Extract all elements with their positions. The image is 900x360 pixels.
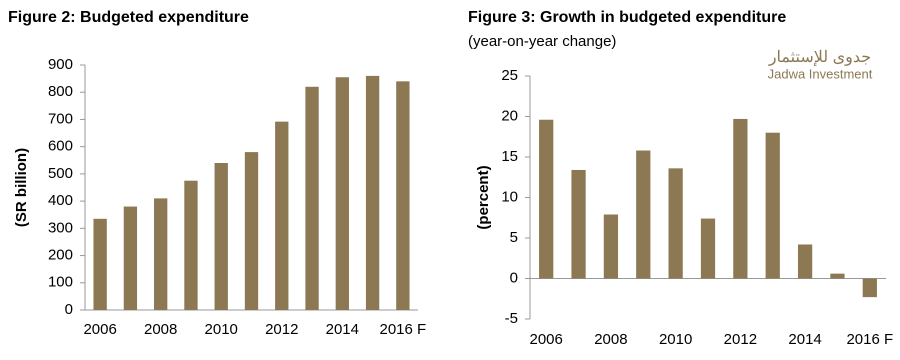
bar xyxy=(93,218,107,310)
bar xyxy=(305,86,319,311)
bar xyxy=(700,218,716,279)
y-tick-label: 0 xyxy=(65,301,73,318)
y-tick-label: 900 xyxy=(48,56,73,73)
bar xyxy=(862,278,877,298)
bar xyxy=(214,163,228,310)
bar xyxy=(733,118,748,279)
y-tick-label: 10 xyxy=(501,188,518,205)
logo-arabic: جدوى للإستثمار xyxy=(768,49,871,66)
bar xyxy=(365,75,380,310)
y-tick-label: 800 xyxy=(48,83,73,100)
bar xyxy=(123,206,138,310)
bar xyxy=(275,121,289,310)
bar xyxy=(797,244,813,279)
bar xyxy=(396,81,410,310)
y-tick-label: 600 xyxy=(48,138,73,155)
chart-title: Figure 3: Growth in budgeted expenditure xyxy=(468,9,786,26)
x-tick-label: 2016 F xyxy=(846,331,893,348)
x-tick-label: 2008 xyxy=(144,321,177,338)
bar xyxy=(539,119,554,279)
bar xyxy=(830,273,845,279)
x-tick-label: 2010 xyxy=(659,331,692,348)
y-tick-label: -5 xyxy=(505,310,518,327)
x-tick-label: 2012 xyxy=(265,321,298,338)
bar xyxy=(765,132,780,279)
x-tick-label: 2014 xyxy=(326,321,359,338)
bar xyxy=(244,152,259,310)
bar xyxy=(603,214,619,279)
x-tick-label: 2006 xyxy=(529,331,562,348)
x-tick-label: 2010 xyxy=(205,321,238,338)
y-tick-label: 300 xyxy=(48,219,73,236)
bar xyxy=(668,168,683,279)
y-tick-label: 5 xyxy=(510,229,518,246)
x-tick-label: 2014 xyxy=(788,331,821,348)
y-tick-label: 200 xyxy=(48,247,73,264)
y-tick-label: 400 xyxy=(48,192,73,209)
y-axis-label: (percent) xyxy=(475,165,492,229)
y-tick-label: 500 xyxy=(48,165,73,182)
y-axis-label: (SR billion) xyxy=(13,148,30,227)
x-tick-label: 2008 xyxy=(594,331,627,348)
bar xyxy=(154,198,168,310)
chart-subtitle: (year-on-year change) xyxy=(468,33,616,50)
y-tick-label: 20 xyxy=(501,107,518,124)
y-tick-label: 100 xyxy=(48,274,73,291)
y-tick-label: 15 xyxy=(501,148,518,165)
bar xyxy=(571,169,586,279)
x-tick-label: 2006 xyxy=(83,321,116,338)
x-tick-label: 2016 F xyxy=(380,321,427,338)
bar xyxy=(335,77,349,310)
x-tick-label: 2012 xyxy=(724,331,757,348)
y-tick-label: 700 xyxy=(48,110,73,127)
bar xyxy=(184,180,198,310)
y-tick-label: 25 xyxy=(501,67,518,84)
y-tick-label: 0 xyxy=(510,269,518,286)
logo-english: Jadwa Investment xyxy=(768,66,873,81)
bar xyxy=(636,150,651,279)
chart-title: Figure 2: Budgeted expenditure xyxy=(8,9,249,26)
